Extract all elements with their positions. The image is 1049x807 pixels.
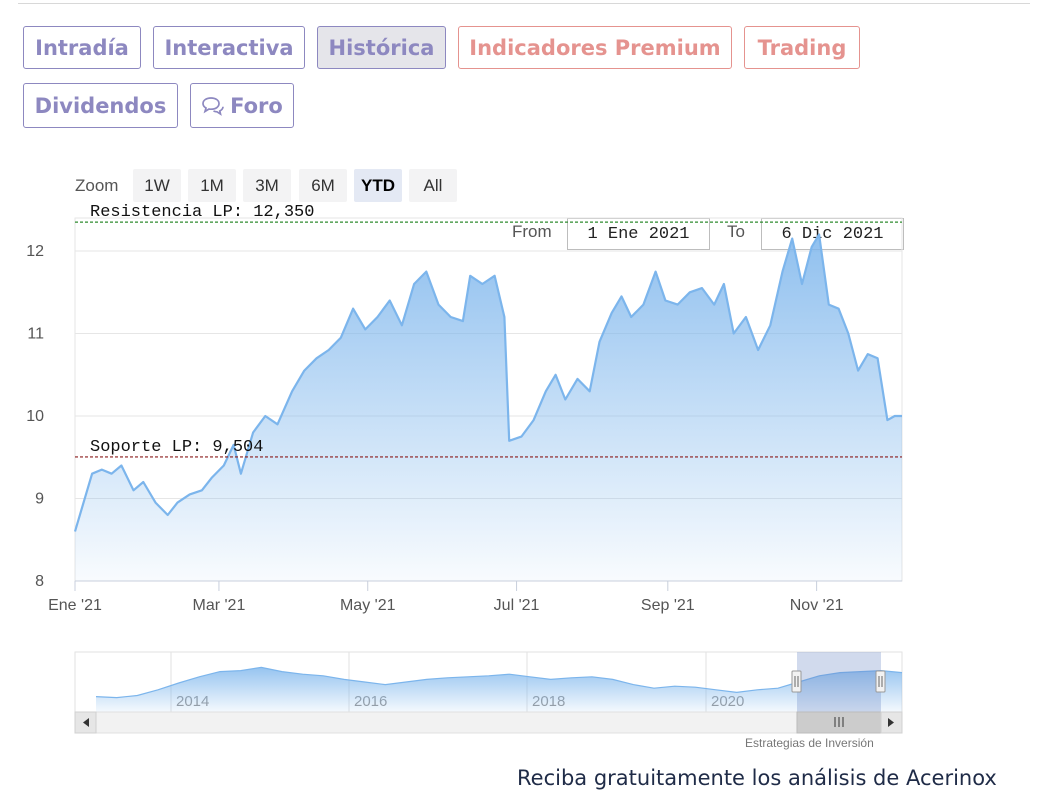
tab-indicadores-premium[interactable]: Indicadores Premium [458, 26, 732, 69]
scrollbar-track [74, 711, 903, 734]
zoom-ytd-button[interactable]: YTD [354, 169, 402, 202]
zoom-1w-button[interactable]: 1W [133, 169, 181, 202]
resistance-label: Resistencia LP: 12,350 [90, 203, 314, 222]
y-tick-label: 8 [35, 573, 44, 590]
chat-bubbles-icon [201, 95, 225, 117]
zoom-label: Zoom [75, 176, 119, 195]
zoom-all-button[interactable]: All [409, 169, 457, 202]
zoom-1m-button[interactable]: 1M [188, 169, 236, 202]
cta-text[interactable]: Reciba gratuitamente los análisis de Ace… [517, 766, 997, 790]
scroll-left-arrow-icon [83, 718, 89, 727]
price-line [73, 233, 902, 532]
y-tick-label: 10 [26, 408, 44, 425]
x-tick-label: Ene '21 [48, 597, 102, 614]
tab-intradia[interactable]: Intradía [23, 26, 141, 69]
tab-dividendos[interactable]: Dividendos [23, 83, 178, 128]
range-from-label: From [512, 222, 552, 241]
support-label: Soporte LP: 9,504 [90, 438, 263, 457]
navigator-handle-right[interactable] [875, 670, 886, 693]
tab-historica[interactable]: Histórica [317, 26, 446, 69]
x-tick-label: Sep '21 [641, 597, 695, 614]
y-tick-label: 12 [26, 243, 44, 260]
tab-interactiva[interactable]: Interactiva [153, 26, 305, 69]
range-to-input[interactable]: 6 Dic 2021 [761, 218, 904, 250]
chart-credit: Estrategias de Inversión [745, 736, 874, 750]
scroll-right-arrow-icon [888, 718, 894, 727]
y-tick-label: 11 [27, 326, 44, 343]
x-tick-label: Mar '21 [193, 597, 246, 614]
tab-trading[interactable]: Trading [744, 26, 860, 69]
range-to-label: To [727, 222, 745, 241]
top-divider [18, 3, 1030, 4]
navigator-line [95, 666, 903, 699]
zoom-6m-button[interactable]: 6M [299, 169, 347, 202]
x-tick-label: Jul '21 [494, 597, 540, 614]
tab-foro[interactable]: Foro [190, 83, 294, 128]
navigator-area [96, 667, 902, 712]
price-area [75, 234, 902, 581]
navigator-handle-left[interactable] [791, 670, 802, 693]
zoom-3m-button[interactable]: 3M [243, 169, 291, 202]
navigator-selection [797, 652, 881, 712]
x-tick-label: May '21 [340, 597, 396, 614]
x-tick-label: Nov '21 [790, 597, 844, 614]
y-tick-label: 9 [35, 491, 44, 508]
